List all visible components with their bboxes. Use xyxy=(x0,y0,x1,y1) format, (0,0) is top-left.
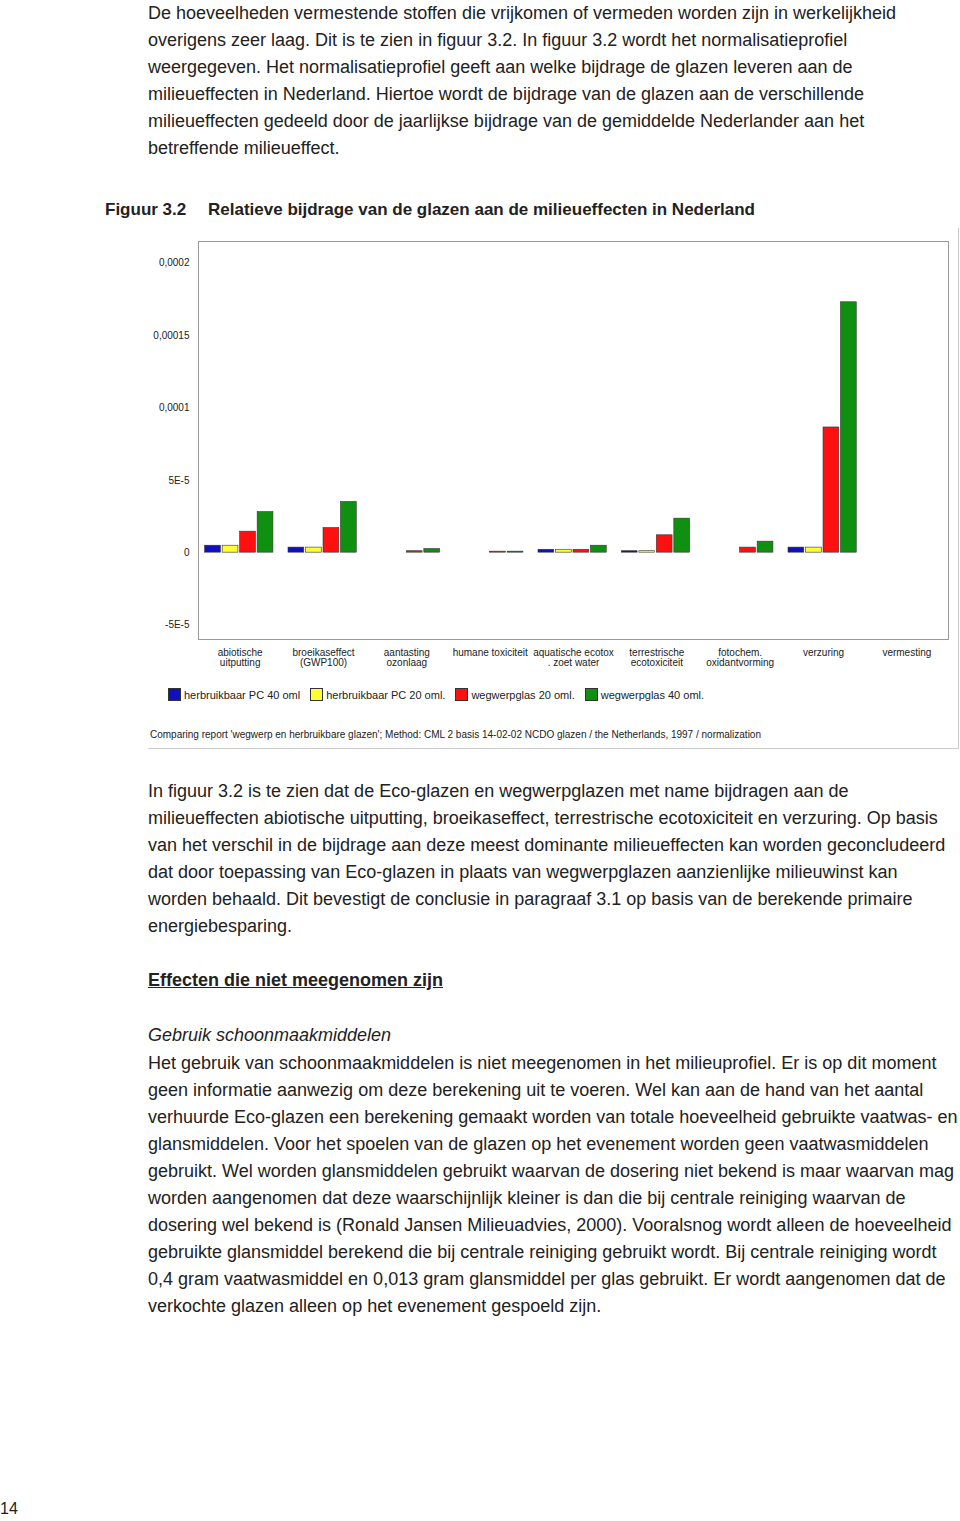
html-text:Gebruik schoonmaakmiddelen: Gebruik schoonmaakmiddelen xyxy=(148,1025,392,1045)
html-text:Het gebruik van schoonmaakmidd: Het gebruik van schoonmaakmiddelen is ni… xyxy=(148,1053,958,1316)
svg-text:broeikaseffect(GWP100): broeikaseffect(GWP100) xyxy=(292,647,354,668)
html-text:De hoeveelheden vermestende st: De hoeveelheden vermestende stoffen die … xyxy=(148,3,897,158)
svg-text:fotochem.oxidantvorming: fotochem.oxidantvorming xyxy=(706,647,774,668)
svg-text:vermesting: vermesting xyxy=(882,647,931,658)
html-text:Effecten die niet meegenomen z: Effecten die niet meegenomen zijn xyxy=(148,970,444,990)
svg-text:0,00015: 0,00015 xyxy=(153,330,190,341)
svg-text:0,0002: 0,0002 xyxy=(159,257,190,268)
html-text:Comparing report 'wegwerp en h: Comparing report 'wegwerp en herbruikbar… xyxy=(150,729,761,740)
html-text:In figuur 3.2 is te zien dat d: In figuur 3.2 is te zien dat de Eco-glaz… xyxy=(148,781,946,936)
svg-text:abiotischeuitputting: abiotischeuitputting xyxy=(218,647,263,668)
html-text:wegwerpglas 20 oml.: wegwerpglas 20 oml. xyxy=(471,688,575,701)
svg-text:aantastingozonlaag: aantastingozonlaag xyxy=(384,647,430,668)
html-text:herbruikbaar PC 20 oml.: herbruikbaar PC 20 oml. xyxy=(326,688,446,701)
svg-text:humane toxiciteit: humane toxiciteit xyxy=(453,647,528,658)
html-text:Relatieve bijdrage van de glaz: Relatieve bijdrage van de glazen aan de … xyxy=(208,200,755,219)
svg-text:0: 0 xyxy=(184,547,190,558)
svg-text:aquatische ecotox. zoet water: aquatische ecotox. zoet water xyxy=(533,647,614,668)
html-text:14: 14 xyxy=(0,1500,18,1517)
svg-text:0,0001: 0,0001 xyxy=(159,402,190,413)
svg-text:verzuring: verzuring xyxy=(803,647,844,658)
html-text:herbruikbaar PC 40 oml: herbruikbaar PC 40 oml xyxy=(184,688,301,701)
html-text:wegwerpglas 40 oml.: wegwerpglas 40 oml. xyxy=(600,688,705,701)
svg-text:terrestrischeecotoxiciteit: terrestrischeecotoxiciteit xyxy=(629,647,684,668)
svg-text:5E-5: 5E-5 xyxy=(168,475,190,486)
html-text:Figuur 3.2: Figuur 3.2 xyxy=(105,200,187,219)
svg-text:-5E-5: -5E-5 xyxy=(165,619,190,630)
